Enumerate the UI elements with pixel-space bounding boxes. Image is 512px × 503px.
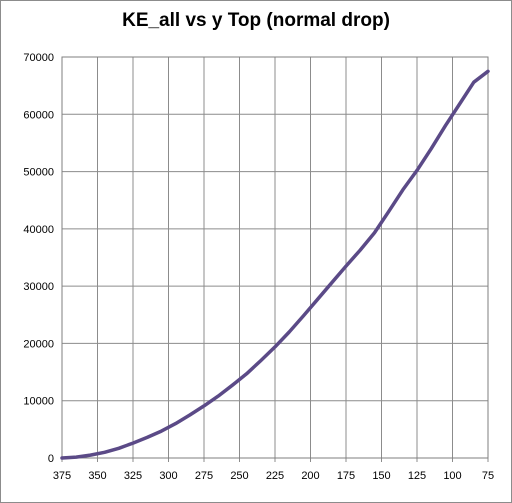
x-tick-label: 375	[53, 470, 71, 482]
y-tick-label: 50000	[23, 167, 54, 179]
x-tick-label: 125	[408, 470, 426, 482]
x-tick-labels: 375 350 325 300 275 250 225 200 175 150 125 100 75	[53, 470, 494, 482]
plot-area-border	[61, 56, 489, 459]
x-tick-label: 350	[88, 470, 106, 482]
y-tick-label: 60000	[23, 109, 54, 121]
x-tick-label: 75	[482, 470, 494, 482]
y-tick-label: 30000	[23, 281, 54, 293]
grid-lines	[61, 56, 489, 462]
x-tick-label: 300	[159, 470, 177, 482]
y-tick-label: 20000	[23, 338, 54, 350]
x-tick-label: 100	[443, 470, 461, 482]
x-tick-label: 325	[124, 470, 142, 482]
x-tick-label: 200	[301, 470, 319, 482]
x-tick-label: 150	[372, 470, 390, 482]
x-tick-label: 175	[337, 470, 355, 482]
chart-title: KE_all vs y Top (normal drop)	[122, 10, 390, 31]
y-tick-label: 70000	[23, 52, 54, 64]
x-tick-label: 250	[230, 470, 248, 482]
y-tick-label: 40000	[23, 224, 54, 236]
y-tick-label: 10000	[23, 396, 54, 408]
y-tick-labels: 0 10000 20000 30000 40000 50000 60000 70000	[23, 52, 54, 465]
x-tick-label: 225	[266, 470, 284, 482]
series-line	[60, 69, 490, 460]
y-tick-label: 0	[48, 453, 54, 465]
x-tick-label: 275	[195, 470, 213, 482]
series-group	[60, 69, 490, 460]
